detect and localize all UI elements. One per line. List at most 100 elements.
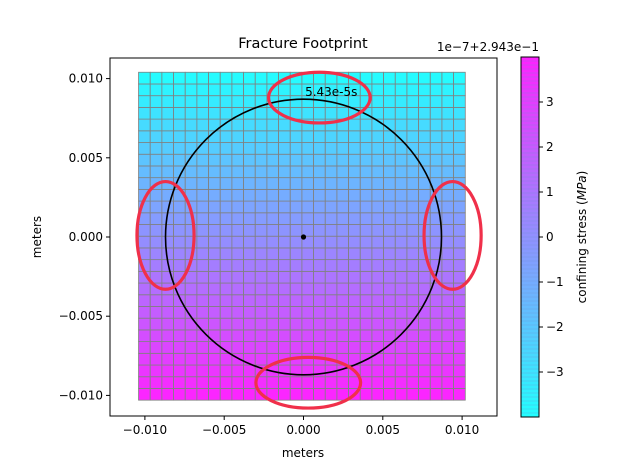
grid-cell <box>324 235 338 249</box>
grid-cell <box>313 106 326 120</box>
grid-cell <box>394 352 408 366</box>
grid-cell <box>266 259 279 272</box>
grid-cell <box>243 376 256 389</box>
grid-cell <box>406 376 420 389</box>
grid-cell <box>231 235 244 249</box>
grid-cell <box>149 294 163 307</box>
grid-cell <box>301 329 314 343</box>
grid-cell <box>301 177 314 190</box>
grid-cell <box>313 259 326 272</box>
grid-cell <box>149 200 163 214</box>
grid-cell <box>348 306 361 319</box>
grid-cell <box>231 200 244 214</box>
grid-cell <box>336 235 349 249</box>
grid-cell <box>324 177 338 190</box>
grid-cell <box>383 317 396 331</box>
grid-cell <box>336 224 349 237</box>
grid-cell <box>371 317 384 331</box>
grid-cell <box>313 200 326 214</box>
grid-cell <box>219 224 233 237</box>
grid-cell <box>453 188 466 202</box>
grid-cell <box>383 95 396 108</box>
grid-cell <box>149 317 163 331</box>
grid-cell <box>231 306 244 319</box>
grid-cell <box>383 106 396 120</box>
grid-cell <box>138 142 151 155</box>
grid-cell <box>301 352 314 366</box>
grid-cell <box>266 294 279 307</box>
grid-cell <box>243 153 256 167</box>
grid-cell <box>243 130 256 143</box>
grid-cell <box>196 317 209 331</box>
grid-cell <box>149 247 163 261</box>
grid-cell <box>441 235 455 249</box>
grid-cell <box>208 200 221 214</box>
grid-cell <box>254 306 268 319</box>
grid-cell <box>359 224 373 237</box>
grid-cell <box>196 200 209 214</box>
grid-cell <box>394 235 408 249</box>
grid-cell <box>138 106 151 120</box>
colorbar-label-close: ) <box>575 171 589 176</box>
grid-cell <box>301 259 314 272</box>
grid-cell <box>394 177 408 190</box>
grid-cell <box>441 306 455 319</box>
time-annotation: 5.43e-5s <box>305 85 357 99</box>
grid-cell <box>184 352 198 366</box>
grid-cell <box>394 364 408 378</box>
grid-cell <box>301 306 314 319</box>
grid-cell <box>324 212 338 225</box>
colorbar: −3 −2 −1 0 1 2 3 1e−7+2.943e−1 confining stres… <box>437 40 589 418</box>
grid-cell <box>196 341 209 354</box>
grid-cell <box>383 294 396 307</box>
grid-cell <box>184 317 198 331</box>
grid-cell <box>394 188 408 202</box>
grid-cell <box>429 364 443 378</box>
grid-cell <box>289 95 303 108</box>
grid-cell <box>394 317 408 331</box>
grid-cell <box>359 130 373 143</box>
grid-cell <box>383 376 396 389</box>
grid-cell <box>406 294 420 307</box>
grid-cell <box>394 153 408 167</box>
grid-cell <box>301 282 314 296</box>
grid-cell <box>196 118 209 132</box>
grid-cell <box>231 247 244 261</box>
grid-cell <box>406 388 420 401</box>
grid-cell <box>313 388 326 401</box>
grid-cell <box>149 83 163 97</box>
grid-cell <box>394 282 408 296</box>
grid-cell <box>149 235 163 249</box>
grid-cell <box>161 352 174 366</box>
grid-cell <box>138 388 151 401</box>
x-tick-label: −0.010 <box>123 423 167 437</box>
grid-cell <box>254 352 268 366</box>
grid-cell <box>348 329 361 343</box>
grid-cell <box>324 130 338 143</box>
grid-cell <box>219 282 233 296</box>
grid-cell <box>184 341 198 354</box>
grid-cell <box>394 106 408 120</box>
grid-cell <box>149 376 163 389</box>
grid-cell <box>173 106 186 120</box>
grid-cell <box>429 153 443 167</box>
grid-cell <box>453 329 466 343</box>
grid-cell <box>324 106 338 120</box>
grid-cell <box>301 247 314 261</box>
grid-cell <box>313 376 326 389</box>
grid-cell <box>371 341 384 354</box>
y-tick-label: −0.010 <box>59 388 103 402</box>
grid-cell <box>406 329 420 343</box>
grid-cell <box>231 224 244 237</box>
grid-cell <box>429 165 443 179</box>
grid-cell <box>184 282 198 296</box>
grid-cell <box>278 388 291 401</box>
grid-cell <box>254 341 268 354</box>
grid-cell <box>254 118 268 132</box>
grid-cell <box>208 270 221 284</box>
grid-cell <box>184 364 198 378</box>
grid-cell <box>453 270 466 284</box>
grid-cell <box>231 130 244 143</box>
grid-cell <box>313 165 326 179</box>
grid-cell <box>406 83 420 97</box>
